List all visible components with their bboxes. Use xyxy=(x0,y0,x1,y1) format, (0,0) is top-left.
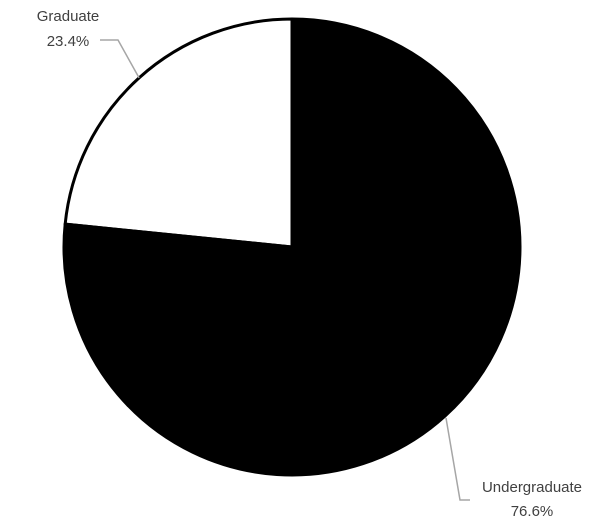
pie-slice-undergraduate xyxy=(62,17,522,477)
graduate-value-label: 23.4% xyxy=(47,33,90,50)
graduate-leader-line xyxy=(100,39,140,79)
pie-slices xyxy=(62,17,522,477)
undergraduate-value-label: 76.6% xyxy=(511,503,554,520)
undergraduate-category-label: Undergraduate xyxy=(482,479,582,496)
leader-lines xyxy=(100,39,470,501)
undergraduate-leader-line xyxy=(445,417,470,501)
graduate-category-label: Graduate xyxy=(37,8,100,25)
pie-slice-graduate xyxy=(63,17,294,249)
